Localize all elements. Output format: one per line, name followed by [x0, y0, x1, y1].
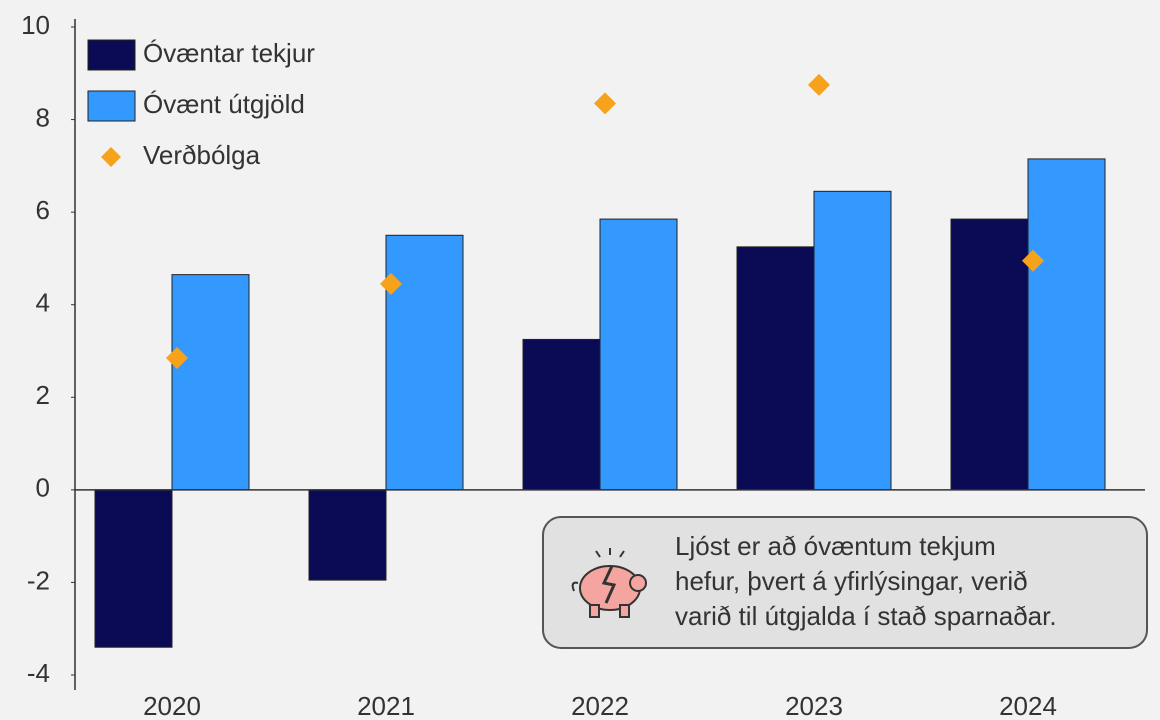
x-tick-label: 2023 [785, 691, 843, 720]
x-tick-label: 2021 [357, 691, 415, 720]
bar [308, 489, 387, 581]
y-tick-label: -2 [27, 565, 50, 595]
x-tick-label: 2020 [143, 691, 201, 720]
y-tick-label: 6 [36, 195, 50, 225]
annotation-text: hefur, þvert á yfirlýsingar, verið [675, 566, 1028, 596]
x-tick-label: 2022 [571, 691, 629, 720]
bar [94, 489, 173, 648]
piggy-icon [571, 548, 647, 618]
diamond-marker [380, 272, 402, 295]
legend-label: Óvæntar tekjur [143, 38, 315, 68]
diamond-marker [1022, 249, 1044, 272]
legend-label: Verðbólga [143, 140, 261, 170]
diamond-marker [166, 346, 188, 369]
annotation-box [542, 516, 1148, 649]
y-tick-label: 4 [36, 288, 50, 318]
diamond-marker [594, 92, 616, 115]
bar [1027, 158, 1106, 491]
diamond-marker [808, 73, 830, 96]
y-tick-label: 0 [36, 473, 50, 503]
bar [736, 246, 815, 491]
legend-marker [101, 147, 121, 167]
bar [522, 338, 601, 491]
bar [813, 190, 892, 491]
annotation-text: varið til útgjalda í stað sparnaðar. [675, 601, 1057, 631]
legend-label: Óvænt útgjöld [143, 89, 305, 119]
legend-swatch [87, 39, 136, 71]
y-tick-label: 2 [36, 380, 50, 410]
y-tick-label: -4 [27, 658, 50, 688]
annotation-text: Ljóst er að óvæntum tekjum [675, 531, 996, 561]
y-tick-label: 10 [21, 10, 50, 40]
x-tick-label: 2024 [999, 691, 1057, 720]
legend-swatch [87, 90, 136, 122]
y-tick-label: 8 [36, 102, 50, 132]
bar [171, 274, 250, 491]
bar [950, 218, 1029, 491]
bar [599, 218, 678, 491]
bar [385, 234, 464, 491]
